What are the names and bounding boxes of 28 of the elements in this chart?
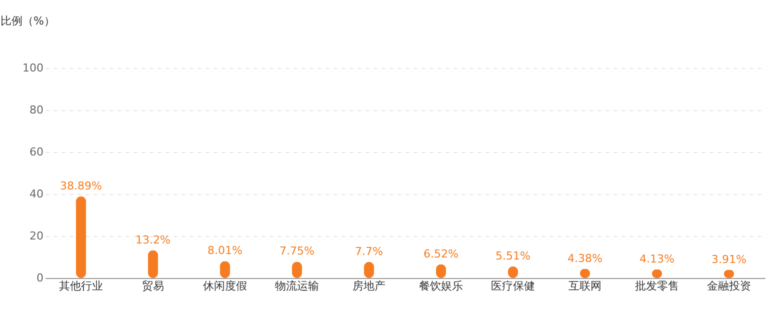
data-label: 4.38% [568,252,602,265]
x-tick-label: 贸易 [142,280,164,292]
y-tick-label: 0 [36,272,44,284]
bar [76,196,86,278]
data-label: 13.2% [136,233,170,246]
y-tick-label: 20 [30,230,44,242]
x-tick-label: 物流运输 [275,280,319,292]
y-tick-label: 40 [30,188,44,200]
x-tick-label: 休闲度假 [203,280,247,292]
y-tick-label: 100 [22,62,44,74]
data-label: 3.91% [712,252,746,266]
y-axis-title: 比例（%） [0,14,55,28]
data-label: 38.89% [60,179,102,192]
data-label: 7.75% [280,244,314,258]
data-label: 8.01% [208,244,242,258]
data-label: 4.13% [640,252,674,266]
x-tick-label: 金融投资 [707,280,751,292]
data-label: 6.52% [424,247,458,260]
x-tick-label: 其他行业 [59,280,103,292]
x-tick-label: 互联网 [568,280,602,292]
data-label: 7.7% [355,244,383,258]
x-tick-label: 批发零售 [635,280,679,292]
data-label: 5.51% [496,249,530,262]
y-tick-label: 80 [30,104,44,116]
x-tick-label: 医疗保健 [491,280,535,292]
y-tick-label: 60 [30,146,44,158]
x-tick-label: 餐饮娱乐 [419,280,463,292]
x-tick-label: 房地产 [352,280,386,292]
